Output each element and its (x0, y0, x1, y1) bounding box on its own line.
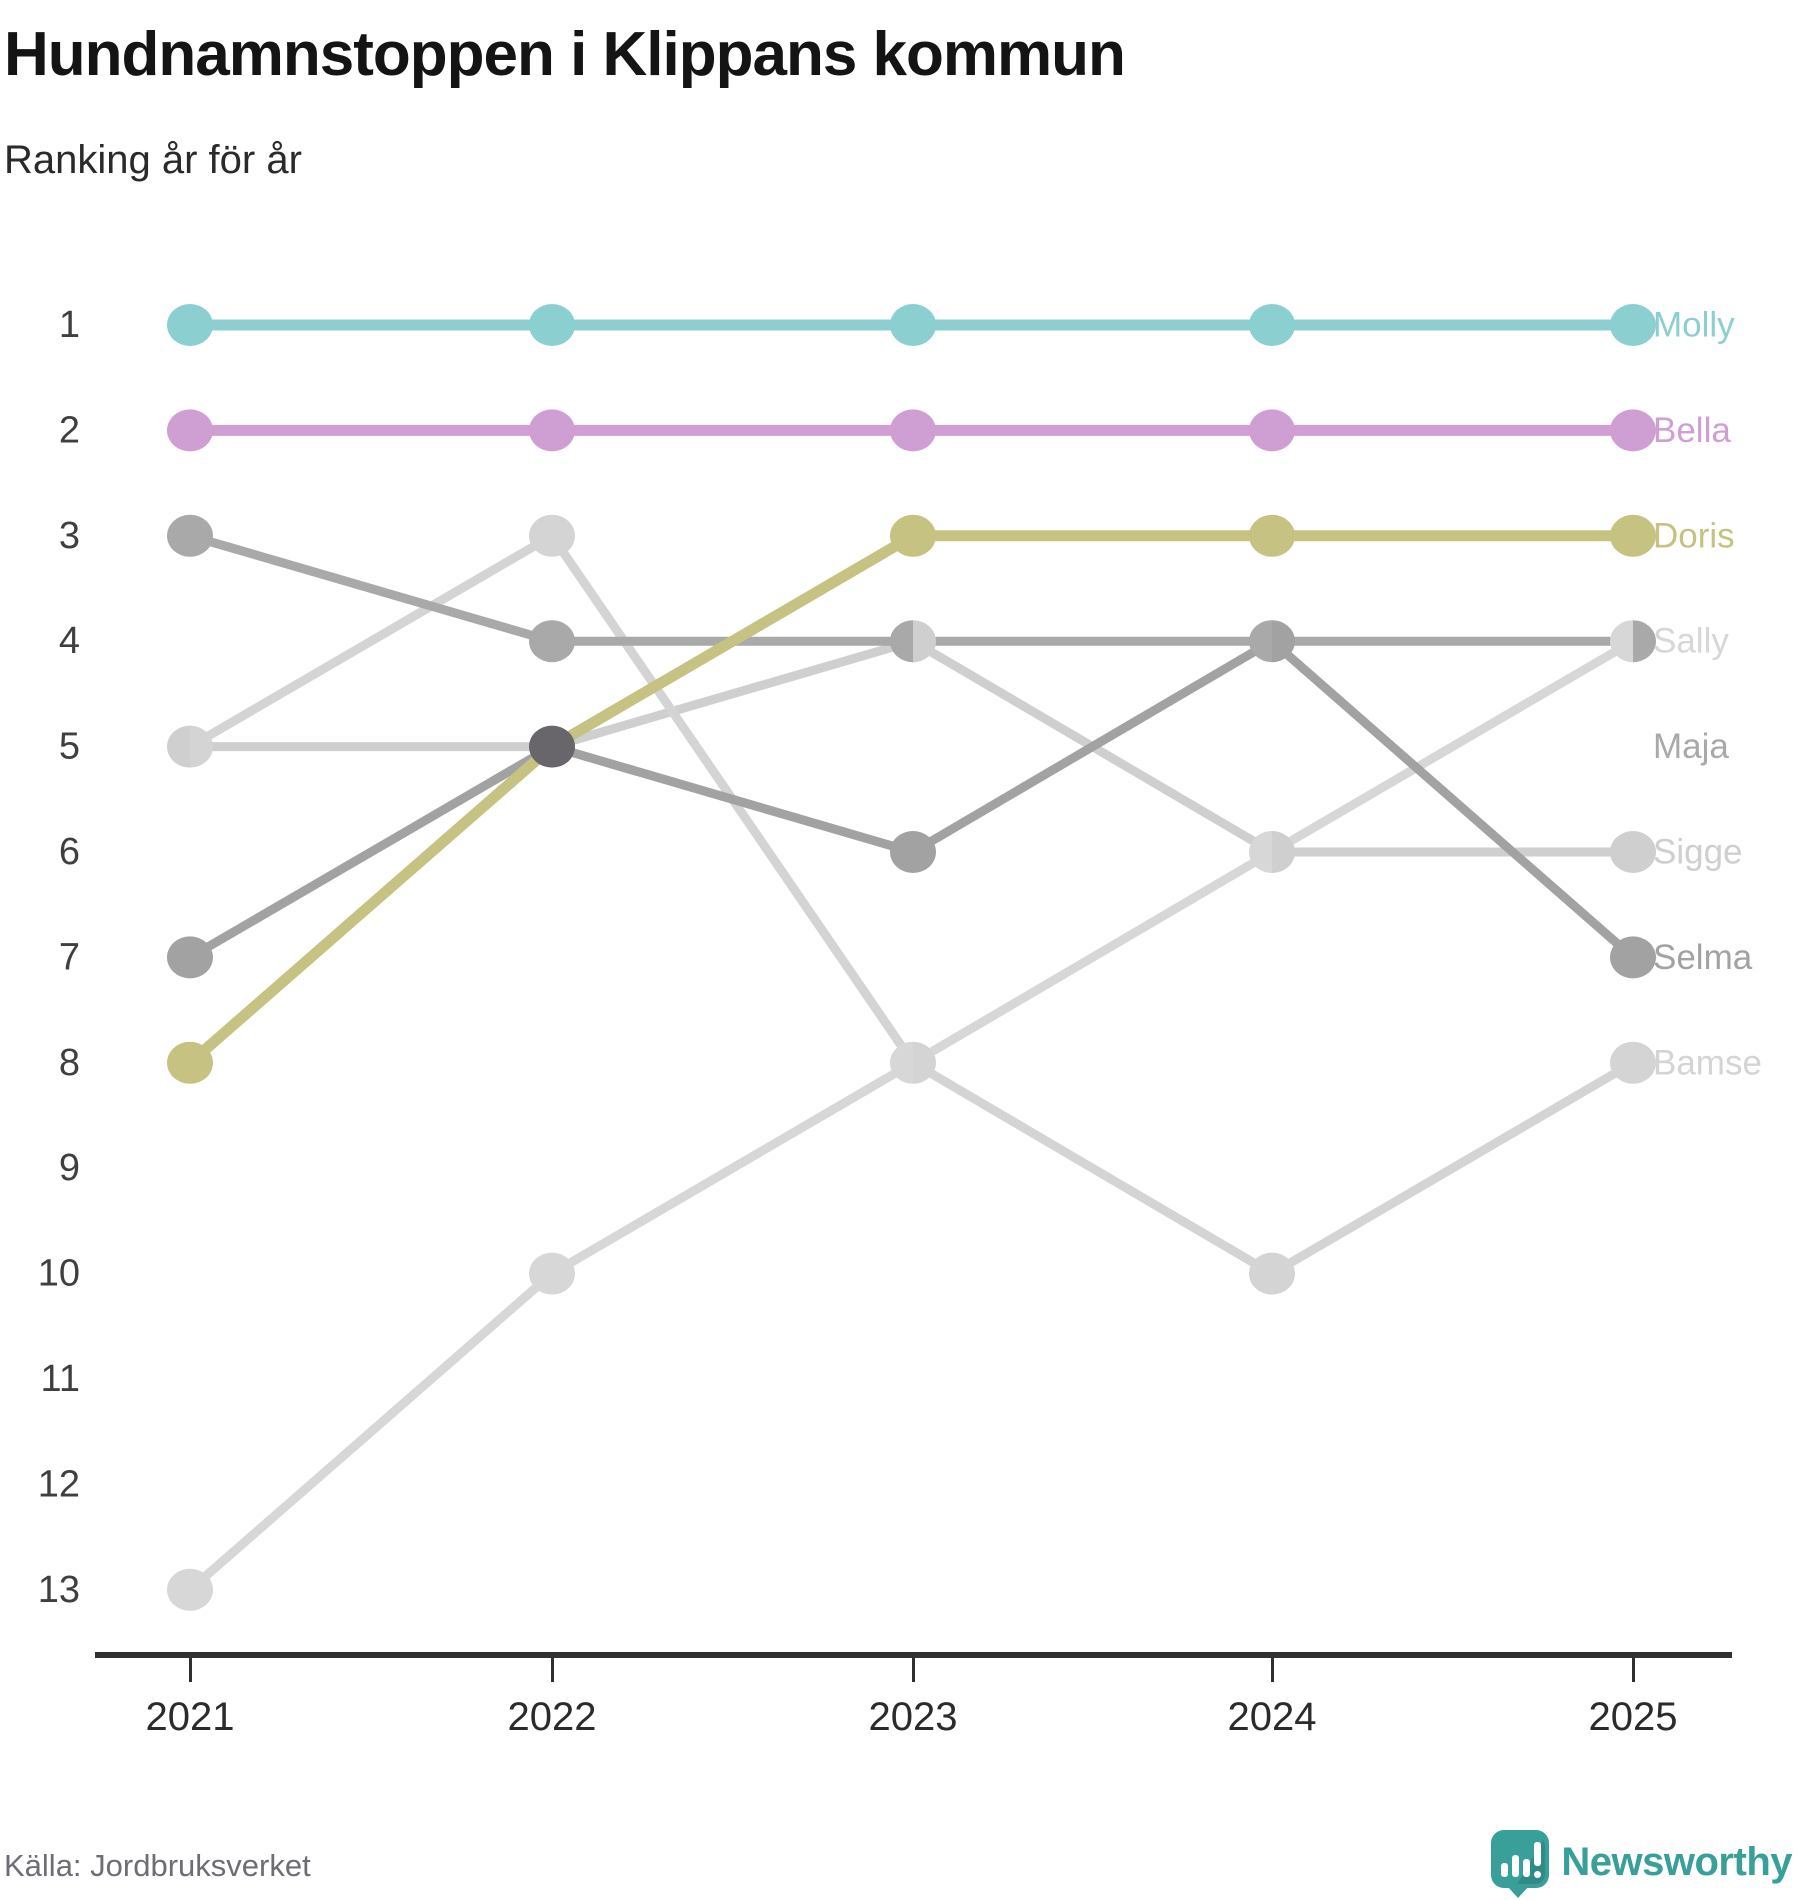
data-point (1610, 304, 1656, 346)
bump-chart-canvas: 12345678910111213MollyBellaDorisSallyMaj… (38, 304, 1762, 1739)
chart-subtitle: Ranking år för år (4, 138, 302, 182)
logo-exclamation-bar (1534, 1842, 1542, 1866)
y-axis-tick-label: 3 (59, 515, 80, 557)
data-point (167, 409, 213, 452)
data-point-tie-right (190, 725, 214, 768)
x-axis-tick (1632, 1658, 1635, 1682)
data-point-tie-right (1272, 620, 1295, 663)
data-point-tie-left (890, 620, 913, 663)
brand-wordmark: Newsworthy (1561, 1839, 1792, 1884)
data-point (167, 1041, 213, 1084)
data-point (529, 620, 575, 663)
brand-lockup: Newsworthy (1491, 1830, 1792, 1898)
x-axis-tick (189, 1658, 192, 1682)
data-point (890, 304, 936, 346)
x-axis-tick (912, 1658, 915, 1682)
logo-exclamation-dot (1534, 1871, 1542, 1878)
series-line-doris (186, 530, 1633, 1067)
y-axis-tick-label: 13 (38, 1569, 80, 1611)
x-axis-tick-label: 2021 (146, 1695, 235, 1739)
x-axis-tick-label: 2024 (1228, 1695, 1317, 1739)
data-point (890, 514, 936, 557)
x-axis-tick-label: 2023 (869, 1695, 958, 1739)
y-axis-tick-label: 5 (59, 726, 80, 768)
y-axis-tick-label: 6 (59, 831, 80, 873)
x-axis-line (95, 1652, 1732, 1658)
y-axis-tick-label: 11 (41, 1358, 80, 1400)
series-line-sigge (190, 636, 1633, 857)
data-point (529, 304, 575, 346)
data-point (167, 514, 213, 557)
y-axis-tick-label: 9 (59, 1147, 80, 1189)
y-axis-tick-label: 7 (59, 936, 80, 978)
logo-barchart-bar (1523, 1859, 1531, 1877)
page-title: Hundnamnstoppen i Klippans kommun (4, 20, 1126, 89)
y-axis-tick-label: 8 (59, 1042, 80, 1084)
logo-tail (1507, 1886, 1530, 1898)
series-label-doris: Doris (1653, 516, 1735, 555)
data-point (1610, 514, 1656, 557)
data-point (1610, 831, 1656, 873)
data-point (529, 409, 575, 452)
x-axis-tick (551, 1658, 554, 1682)
data-point-tie-right (913, 1041, 936, 1084)
y-axis-tick-label: 4 (59, 620, 80, 662)
data-point (529, 514, 575, 557)
source-note: Källa: Jordbruksverket (4, 1848, 311, 1883)
series-label-sally: Sally (1653, 622, 1729, 661)
data-point (1249, 1252, 1295, 1295)
data-point (890, 409, 936, 452)
data-point (167, 304, 213, 346)
series-label-sigge: Sigge (1653, 833, 1743, 872)
newsworthy-logo-icon (1491, 1830, 1550, 1898)
data-point-tie-left (890, 1041, 913, 1084)
data-point (167, 1568, 213, 1611)
x-axis-tick-label: 2025 (1589, 1695, 1678, 1739)
data-point-tie-left (1249, 831, 1272, 873)
series-label-selma: Selma (1653, 938, 1753, 977)
y-axis-tick-label: 12 (38, 1463, 80, 1505)
data-point (1610, 409, 1656, 452)
data-point (1249, 304, 1295, 346)
logo-barchart-bar (1512, 1855, 1520, 1877)
data-point (890, 831, 936, 873)
y-axis-tick-label: 10 (38, 1253, 80, 1295)
data-point-tie (529, 725, 575, 768)
data-point-tie-right (1272, 831, 1295, 873)
series-label-molly: Molly (1653, 306, 1735, 345)
data-point-tie-right (913, 620, 936, 663)
data-point (1610, 936, 1656, 979)
y-axis-tick-label: 1 (59, 304, 80, 346)
data-point-tie-right (1633, 620, 1656, 663)
logo-barchart-bar (1501, 1863, 1509, 1877)
data-point (1610, 1041, 1656, 1084)
data-point (529, 1252, 575, 1295)
series-label-maja: Maja (1653, 727, 1729, 766)
series-label-bella: Bella (1653, 411, 1731, 450)
series-label-bamse: Bamse (1653, 1043, 1762, 1082)
data-point (1249, 514, 1295, 557)
data-point-tie-left (167, 725, 190, 768)
y-axis-tick-label: 2 (59, 409, 80, 451)
x-axis-tick-label: 2022 (508, 1695, 597, 1739)
data-point-tie-left (1249, 620, 1272, 663)
series-line-sally (187, 637, 1636, 1594)
data-point (167, 936, 213, 979)
data-point-tie-left (1610, 620, 1633, 663)
series-line-selma (187, 635, 1636, 962)
data-point (1249, 409, 1295, 452)
x-axis-tick (1271, 1658, 1274, 1682)
